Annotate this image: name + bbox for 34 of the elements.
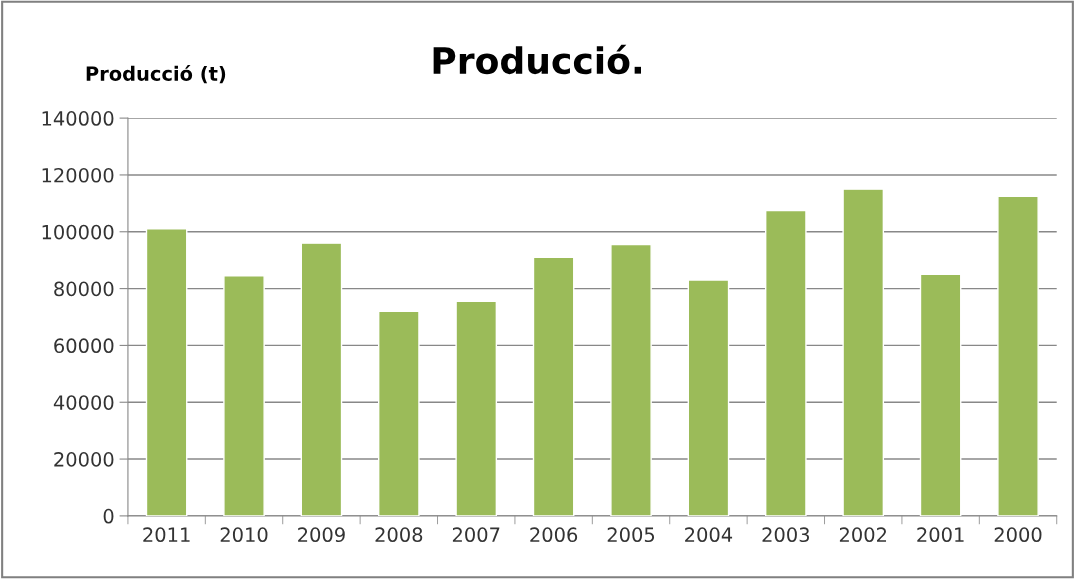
x-tick-label: 2006	[530, 527, 578, 543]
x-tick-label: 2004	[685, 527, 733, 543]
y-tick-label: 60000	[54, 338, 114, 354]
x-tick-label: 2009	[298, 527, 345, 543]
x-tick-label: 2000	[994, 527, 1042, 543]
y-tick-label: 80000	[54, 281, 114, 297]
x-tick-label: 2011	[143, 527, 190, 543]
bar	[842, 188, 885, 516]
x-tick-label: 2005	[607, 527, 655, 543]
x-tick-label: 2008	[375, 527, 423, 543]
y-tick-label: 100000	[42, 224, 114, 240]
x-tick-label: 2010	[220, 527, 268, 543]
y-tick-label: 0	[103, 508, 114, 524]
bar	[997, 195, 1039, 516]
bar	[687, 279, 730, 516]
x-tick-label: 2003	[762, 527, 810, 543]
y-tick-label: 120000	[42, 167, 114, 183]
bar	[765, 209, 807, 516]
x-tick-label: 2001	[917, 527, 964, 543]
bar	[610, 243, 652, 516]
x-tick-label: 2007	[452, 527, 500, 543]
bar	[145, 228, 188, 516]
bar	[919, 273, 962, 516]
chart-title: Producció.	[433, 44, 641, 75]
bar	[455, 300, 498, 516]
bar	[300, 242, 343, 516]
bar	[532, 256, 575, 516]
y-axis-title: Producció (t)	[86, 65, 226, 84]
y-tick-label: 40000	[53, 395, 114, 410]
x-tick-label: 2002	[839, 527, 887, 543]
bar	[223, 275, 265, 516]
y-tick-label: 140000	[42, 111, 114, 126]
bar	[378, 310, 420, 516]
y-tick-label: 20000	[54, 452, 114, 467]
